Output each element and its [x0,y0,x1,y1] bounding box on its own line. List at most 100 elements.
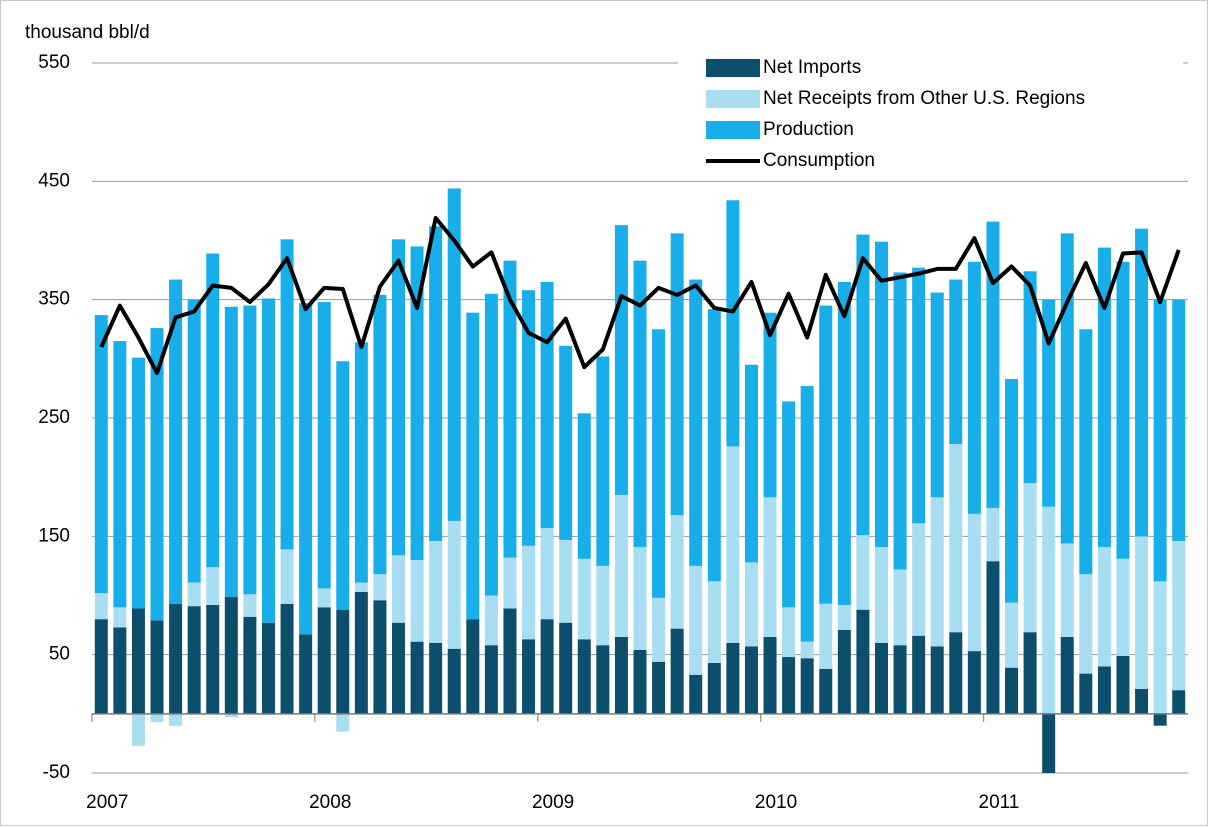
bar-segment [930,646,944,714]
bar-segment [1023,632,1037,714]
bar-segment [1005,378,1019,603]
bar-segment [503,608,517,714]
bar-segment [243,305,257,595]
bar-segment [1023,271,1037,484]
bar-segment [782,607,796,658]
legend-label: Net Receipts from Other U.S. Regions [763,88,1085,109]
bar-segment [670,628,684,714]
bar-segment [949,632,963,714]
bar-segment [652,597,666,662]
bar-segment [206,567,220,605]
bar-segment [261,622,275,714]
bar-segment [1060,636,1074,714]
bar-segment [800,658,814,714]
bar-segment [1135,688,1149,714]
bar-segment [317,607,331,714]
bar-segment [169,603,183,714]
bar-segment [94,593,108,620]
bar-segment [726,642,740,714]
bar-segment [874,241,888,547]
bar-segment [354,582,368,592]
bar-segment [1172,299,1186,542]
bar-segment [1097,666,1111,714]
bar-segment [652,661,666,714]
bar-segment [819,305,833,604]
bar-segment [893,272,907,570]
bar-segment [614,225,628,495]
bar-segment [280,239,294,550]
bar-segment [819,668,833,714]
bar-segment [949,444,963,633]
bar-segment [540,281,554,529]
bar-segment [633,546,647,650]
bar-segment [1005,602,1019,668]
bar-segment [670,233,684,516]
bar-segment [577,558,591,640]
bar-segment [819,603,833,669]
bar-segment [540,619,554,714]
y-tick-label: -50 [43,762,70,783]
bar-segment [280,549,294,604]
bar-segment [967,261,981,514]
bar-segment [930,497,944,647]
bar-segment [614,636,628,714]
bar-segment [1060,233,1074,544]
x-tick-label: 2010 [755,792,797,813]
y-tick-label: 350 [38,289,70,310]
bar-segment [261,298,275,623]
bar-segment [856,234,870,536]
bar-segment [243,594,257,617]
bar-segment [373,600,387,714]
y-tick-label: 450 [38,170,70,191]
bar-segment [633,260,647,547]
bar-segment [800,386,814,642]
bar-segment [373,294,387,575]
bar-segment [596,645,610,714]
bar-segment [874,642,888,714]
bar-segment [1153,713,1167,726]
bar-segment [782,401,796,608]
bar-segment [912,635,926,714]
bar-segment [503,260,517,558]
x-tick-label: 2008 [309,792,351,813]
bar-segment [113,607,127,628]
bar-segment [577,639,591,714]
bar-segment [1116,655,1130,714]
bar-segment [447,648,461,714]
x-tick-label: 2011 [979,792,1020,813]
bar-segment [744,562,758,647]
bar-segment [280,603,294,714]
bar-segment [131,608,145,714]
bar-segment [1135,228,1149,537]
bar-segment [484,293,498,596]
bar-segment [577,413,591,559]
bar-segment [856,535,870,610]
bar-segment [1042,506,1056,714]
bar-segment [800,641,814,659]
bar-segment [150,713,164,723]
legend-swatch [706,121,760,139]
bar-segment [169,713,183,726]
bar-segment [392,239,406,556]
bar-segment [967,513,981,652]
bar-segment [224,713,238,718]
bar-segment [1172,690,1186,714]
bar-segment [522,290,536,546]
bar-segment [1005,667,1019,714]
bar-segment [893,645,907,714]
bar-segment [689,279,703,566]
bar-segment [354,342,368,583]
bar-segment [410,560,424,642]
bar-segment [763,497,777,637]
bar-segment [187,299,201,583]
bar-segment [1079,574,1093,674]
bar-segment [930,292,944,498]
bar-segment [1042,713,1056,773]
bar-segment [1060,543,1074,637]
bar-segment [1172,541,1186,691]
bar-segment [763,312,777,498]
bar-segment [243,616,257,714]
bar-segment [912,267,926,524]
bar-segment [503,557,517,609]
bar-segment [392,555,406,623]
